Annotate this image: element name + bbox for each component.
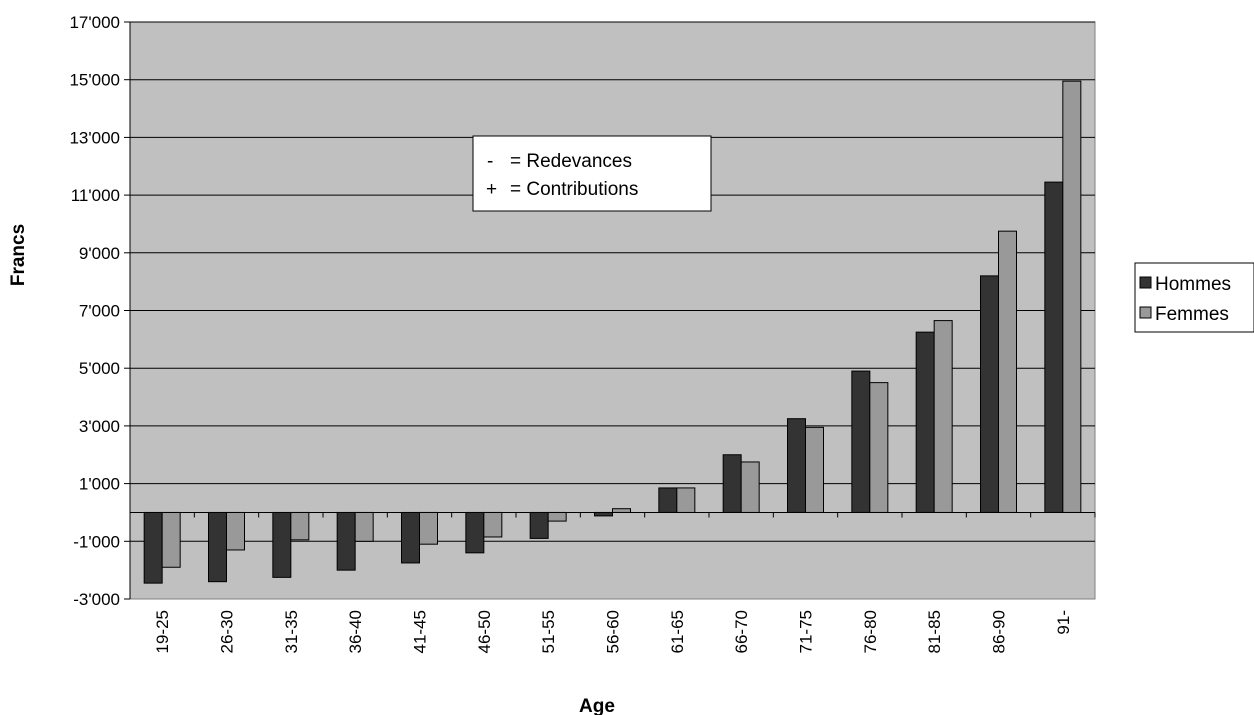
y-tick-label: 7'000	[79, 302, 120, 321]
bar-femmes-46-50	[483, 511, 503, 538]
bar-femmes-56-60	[612, 508, 631, 513]
x-tick-label: 41-45	[411, 610, 430, 653]
bar-hommes-26-30	[208, 511, 227, 583]
annotation-frame	[472, 135, 712, 212]
y-tick-label: -1'000	[73, 532, 120, 551]
annotation-sign-plus: +	[486, 179, 497, 200]
y-tick-label: 15'000	[69, 71, 120, 90]
bar-hommes-91-	[1044, 181, 1064, 513]
y-tick-label: 9'000	[79, 244, 120, 263]
bar-femmes-86-90	[998, 230, 1017, 513]
y-tick-label: 17'000	[69, 13, 120, 32]
x-tick-label: 46-50	[475, 610, 494, 653]
y-tick-label: 3'000	[79, 417, 120, 436]
x-tick-label: 56-60	[604, 610, 623, 653]
x-tick-labels: 19-25 26-30 31-35 36-40 41-45 46-50 51-55 56-60…	[129, 512, 1096, 653]
bar-hommes-86-90	[980, 275, 999, 513]
bar-femmes-41-45	[419, 511, 438, 545]
bar-hommes-51-55	[529, 511, 549, 539]
y-axis-title: Francs	[8, 224, 29, 286]
x-tick-label: 31-35	[282, 610, 301, 653]
legend-swatch-femmes	[1139, 306, 1152, 319]
y-tick-label: -3'000	[73, 590, 120, 609]
x-tick-label: 26-30	[218, 610, 237, 653]
bar-hommes-76-80	[851, 370, 871, 513]
bar-femmes-51-55	[547, 511, 567, 522]
legend-label-femmes: Femmes	[1155, 304, 1229, 325]
bar-hommes-41-45	[401, 511, 420, 564]
annotation-box: - = Redevances + = Contributions	[472, 135, 712, 212]
x-tick-label: 91-	[1054, 610, 1073, 635]
bar-femmes-91-	[1062, 80, 1082, 513]
annotation-text-redevances: = Redevances	[510, 151, 632, 172]
bar-hommes-81-85	[915, 331, 935, 513]
y-tick-label: 1'000	[79, 475, 120, 494]
bar-femmes-61-65	[676, 487, 696, 513]
bar-hommes-71-75	[787, 418, 806, 513]
bar-femmes-76-80	[869, 382, 889, 513]
bar-femmes-19-25	[161, 511, 181, 568]
x-tick-label: 61-65	[668, 610, 687, 653]
x-tick-label: 86-90	[990, 610, 1009, 653]
bar-femmes-81-85	[933, 320, 953, 513]
bar-hommes-66-70	[722, 454, 742, 513]
y-tick-label: 13'000	[69, 128, 120, 147]
x-tick-label: 76-80	[861, 610, 880, 653]
bar-femmes-71-75	[805, 426, 824, 513]
bar-hommes-36-40	[336, 511, 356, 571]
bar-hommes-61-65	[658, 487, 678, 513]
bar-hommes-31-35	[272, 511, 292, 578]
x-axis-title: Age	[579, 696, 615, 715]
x-tick-label: 81-85	[925, 610, 944, 653]
legend-frame	[1134, 262, 1254, 333]
x-tick-label: 71-75	[797, 610, 816, 653]
x-tick-label: 51-55	[539, 610, 558, 653]
y-tick-label: 5'000	[79, 359, 120, 378]
bar-hommes-19-25	[143, 511, 163, 584]
bar-femmes-26-30	[226, 511, 245, 551]
bar-hommes-46-50	[465, 511, 485, 554]
legend: Hommes Femmes	[1134, 262, 1254, 333]
legend-swatch-hommes	[1139, 276, 1152, 289]
y-tick-label: 11'000	[71, 186, 120, 205]
x-tick-label: 19-25	[153, 610, 172, 653]
annotation-text-contributions: = Contributions	[510, 179, 638, 200]
legend-label-hommes: Hommes	[1155, 274, 1231, 295]
bar-hommes-56-60	[594, 511, 613, 517]
annotation-sign-minus: -	[487, 151, 493, 172]
bar-femmes-36-40	[354, 511, 374, 542]
bar-femmes-66-70	[740, 461, 760, 513]
x-tick-label: 36-40	[346, 610, 365, 653]
bar-femmes-31-35	[290, 511, 310, 541]
y-tick-labels: -3'000 -1'000 1'000 3'000 5'000 7'000 9'000 11'…	[69, 13, 130, 609]
x-tick-label: 66-70	[732, 610, 751, 653]
